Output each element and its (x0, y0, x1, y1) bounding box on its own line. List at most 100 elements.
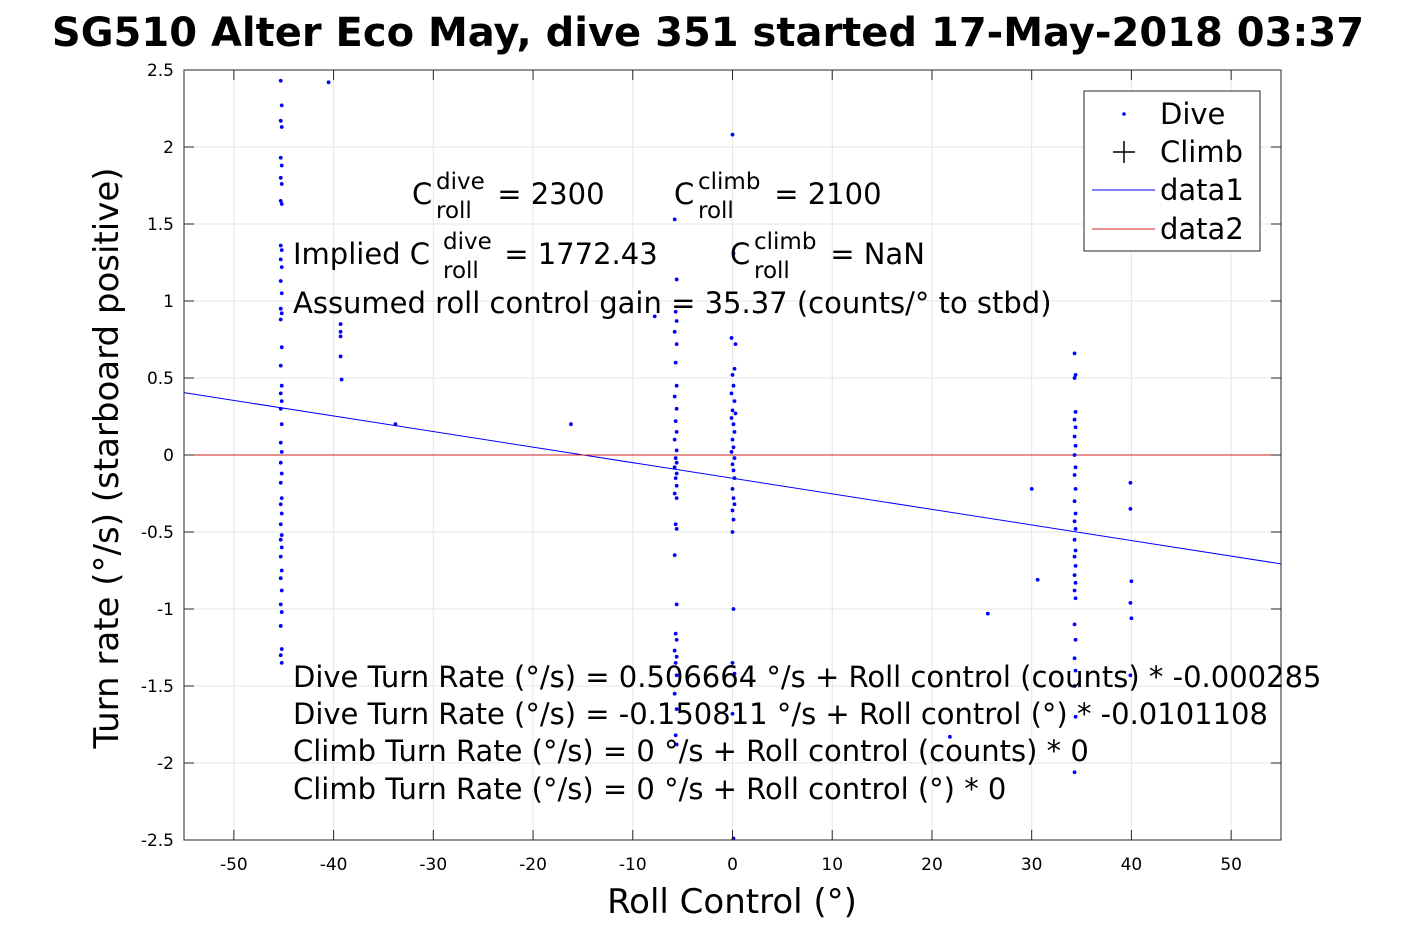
dive-point (672, 553, 677, 557)
dive-point (1128, 600, 1133, 605)
dive-point (1073, 637, 1078, 642)
dive-point (985, 611, 990, 616)
annotation-eq3: Climb Turn Rate (°/s) = 0 °/s + Roll con… (293, 734, 1089, 768)
dive-point (672, 648, 677, 653)
dive-point (278, 279, 283, 283)
legend-dive-marker (1122, 112, 1126, 116)
dive-point (279, 511, 284, 516)
dive-point (673, 631, 678, 636)
dive-point (1073, 373, 1078, 377)
dive-point (279, 383, 284, 388)
dive-point (278, 537, 283, 542)
x-tick-label: 30 (1021, 855, 1043, 875)
dive-point (1129, 579, 1134, 584)
annotation-c-climb-base: C (674, 177, 694, 211)
annotation-c-dive-sub: roll (436, 198, 472, 224)
dive-point (278, 480, 283, 485)
dive-point (1072, 473, 1077, 477)
x-axis-label: Roll Control (°) (607, 882, 857, 922)
dive-point (1129, 616, 1134, 621)
dive-point (730, 530, 735, 534)
dive-point (1072, 376, 1077, 380)
dive-point (279, 610, 284, 614)
dive-point (732, 399, 737, 403)
dive-point (1072, 573, 1077, 578)
annotation-implied-dive: Implied C dive roll = 1772.43 (293, 229, 658, 284)
dive-point (393, 422, 398, 427)
x-tick-labels: -50 -40 -30 -20 -10 0 10 20 30 40 50 (220, 855, 1242, 875)
dive-point (730, 486, 735, 491)
annotation-c-dive-value: = 2300 (488, 177, 605, 211)
series-line-data1 (183, 392, 1282, 565)
dive-point (279, 450, 284, 454)
dive-point (279, 661, 284, 665)
dive-point (674, 654, 679, 659)
dive-points (278, 78, 1134, 841)
dive-point (279, 248, 284, 253)
dive-point (1072, 554, 1077, 559)
dive-point (732, 502, 737, 507)
dive-point (673, 309, 678, 314)
dive-point (674, 602, 679, 607)
dive-point (1035, 577, 1040, 582)
annotation-implied-dive-sup: dive (443, 229, 492, 255)
annotation-c-climb: C climb roll = 2100 (674, 169, 882, 224)
annotation-eq4: Climb Turn Rate (°/s) = 0 °/s + Roll con… (293, 772, 1006, 806)
dive-point (672, 491, 677, 496)
dive-point (1072, 499, 1077, 504)
dive-point (278, 522, 283, 527)
dive-point (278, 363, 283, 368)
dive-point (1073, 580, 1078, 585)
dive-point (1073, 511, 1078, 516)
dive-point (674, 277, 679, 282)
dive-point (674, 383, 679, 388)
dive-point (1073, 443, 1078, 448)
y-tick-label: 0.5 (147, 369, 174, 389)
dive-point (731, 468, 736, 473)
dive-point (1072, 453, 1077, 457)
dive-point (731, 383, 736, 388)
dive-point (326, 80, 331, 85)
dive-point (730, 462, 735, 467)
dive-point (279, 182, 284, 186)
dive-point (674, 406, 679, 411)
series-lines (183, 392, 1282, 565)
dive-point (1073, 548, 1078, 553)
dive-point (338, 322, 343, 326)
dive-point (278, 460, 283, 465)
dive-point (1072, 622, 1077, 627)
dive-point (279, 533, 284, 537)
dive-point (673, 419, 678, 424)
dive-point (674, 496, 679, 501)
annotation-implied-dive-prefix: Implied C (293, 237, 430, 271)
dive-point (1073, 486, 1078, 491)
dive-point (730, 661, 735, 665)
dive-point (278, 602, 283, 607)
dive-point (1128, 480, 1133, 485)
dive-point (1072, 684, 1077, 688)
y-tick-label: -2 (157, 754, 174, 774)
dive-point (674, 460, 679, 465)
y-tick-label: 1.5 (147, 215, 174, 235)
dive-point (338, 354, 343, 359)
x-tick-label: 20 (921, 855, 943, 875)
y-tick-label: 1 (163, 292, 174, 312)
dive-point (729, 391, 734, 396)
annotation-implied-climb-sup: climb (754, 229, 816, 255)
dive-point (278, 624, 283, 628)
dive-point (731, 422, 736, 427)
dive-point (1072, 351, 1077, 356)
dive-point (672, 217, 677, 222)
dive-point (730, 132, 735, 137)
dive-point (279, 399, 284, 403)
y-tick-label: -2.5 (141, 831, 174, 851)
dive-point (674, 527, 679, 531)
dive-point (278, 653, 283, 658)
dive-point (339, 377, 344, 382)
dive-point (730, 508, 735, 513)
y-tick-labels: 2.5 2 1.5 1 0.5 0 -0.5 -1 -1.5 -2 -2.5 (141, 61, 174, 851)
annotation-implied-climb-sub: roll (754, 258, 790, 284)
dive-point (1073, 425, 1078, 430)
dive-point (278, 78, 283, 83)
